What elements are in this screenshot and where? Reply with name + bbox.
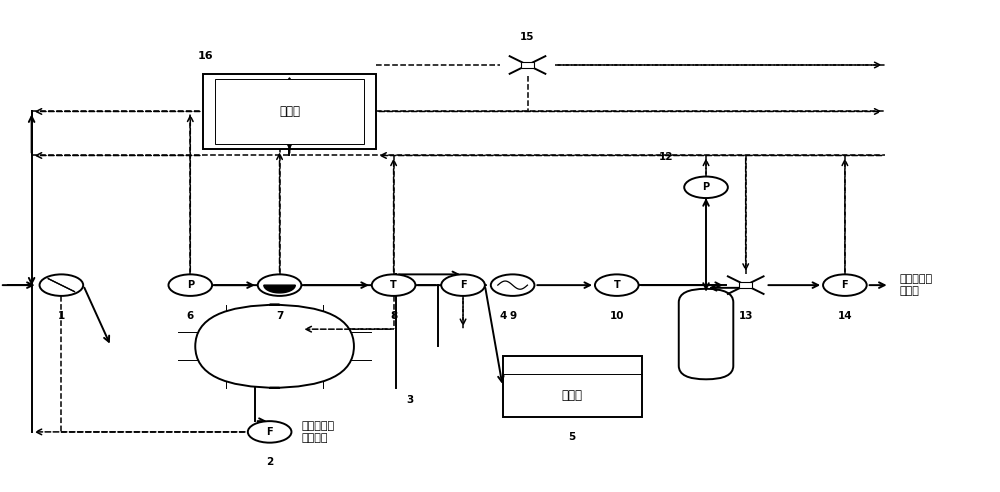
Text: 9: 9 (509, 310, 516, 321)
Circle shape (491, 275, 534, 296)
Text: 2: 2 (266, 458, 273, 467)
Text: F: F (460, 280, 466, 290)
Circle shape (372, 275, 415, 296)
Bar (503, 356, 642, 417)
Text: 12: 12 (659, 152, 673, 162)
Bar (203, 73, 376, 150)
Text: 15: 15 (520, 31, 535, 41)
Text: F: F (842, 280, 848, 290)
Circle shape (684, 177, 728, 198)
Text: 4: 4 (500, 310, 507, 321)
Bar (215, 79, 364, 144)
Bar (739, 282, 752, 288)
Bar (521, 62, 534, 68)
Text: 7: 7 (276, 310, 283, 321)
Polygon shape (264, 285, 295, 293)
Text: 14: 14 (838, 310, 852, 321)
Text: 16: 16 (198, 51, 213, 62)
Circle shape (40, 275, 83, 296)
Text: 10: 10 (610, 310, 624, 321)
Circle shape (595, 275, 639, 296)
Circle shape (248, 421, 291, 443)
Text: T: T (390, 280, 397, 290)
Text: T: T (613, 280, 620, 290)
Text: P: P (702, 183, 710, 192)
Text: 较低纯度富
氧气出口: 较低纯度富 氧气出口 (301, 421, 335, 443)
Circle shape (258, 275, 301, 296)
FancyBboxPatch shape (679, 289, 733, 379)
Text: 控制器: 控制器 (279, 105, 300, 118)
Text: P: P (187, 280, 194, 290)
Text: 1: 1 (58, 310, 65, 321)
Circle shape (823, 275, 867, 296)
Text: 6: 6 (187, 310, 194, 321)
Text: 3: 3 (406, 395, 413, 405)
Text: 燃油箱: 燃油箱 (562, 389, 583, 402)
Circle shape (441, 275, 485, 296)
Circle shape (168, 275, 212, 296)
Text: 高纯度富氧
气出口: 高纯度富氧 气出口 (899, 275, 933, 296)
Text: 8: 8 (390, 310, 397, 321)
Text: 13: 13 (738, 310, 753, 321)
FancyBboxPatch shape (195, 305, 354, 388)
Text: 5: 5 (569, 432, 576, 442)
Text: F: F (266, 427, 273, 437)
